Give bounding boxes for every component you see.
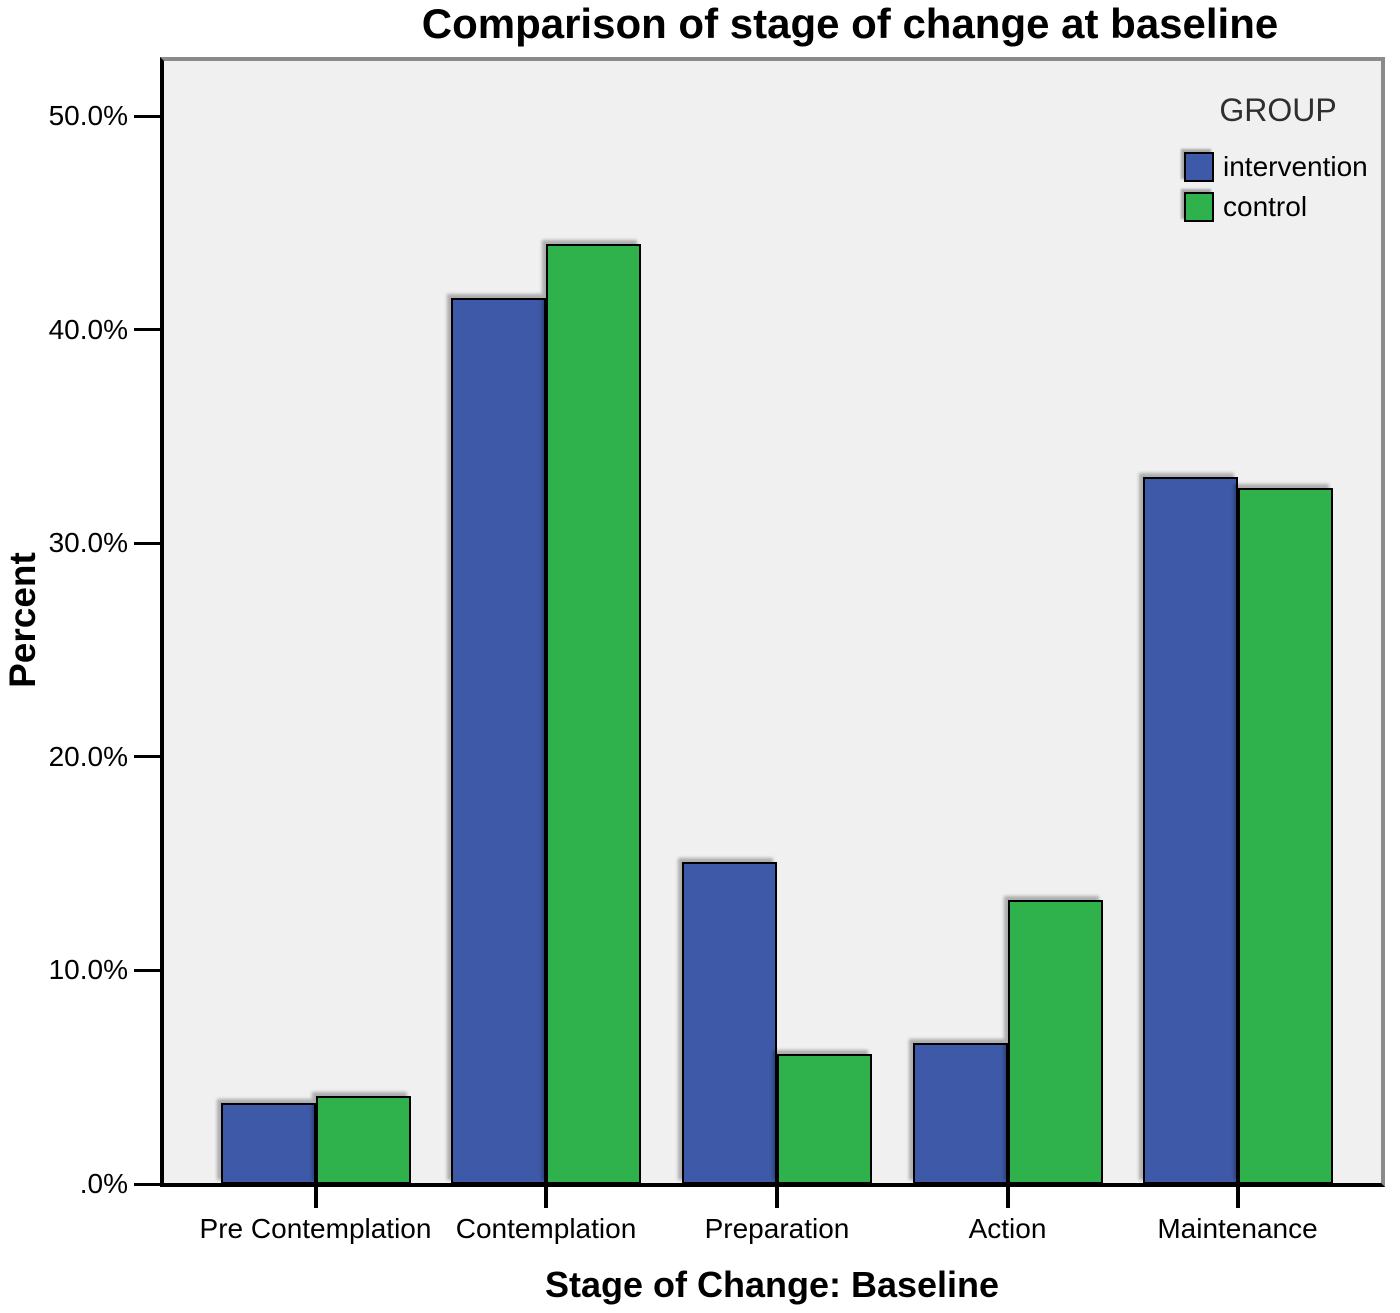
legend-title: GROUP [1219, 92, 1337, 128]
y-axis-tick [134, 1182, 160, 1186]
legend-label-control: control [1223, 191, 1308, 222]
x-axis-tick-label-action: Action [968, 1213, 1047, 1244]
bar-control-action [1007, 900, 1103, 1184]
x-axis-tick-label-maintenance: Maintenance [1157, 1213, 1318, 1244]
bar-intervention-contemplation [451, 298, 546, 1184]
y-axis-tick-label: .0% [79, 1168, 128, 1199]
x-axis-tick [544, 1184, 548, 1208]
bar-intervention-maintenance [1142, 477, 1238, 1184]
bar-intervention-preparation [682, 862, 777, 1184]
x-axis-title: Stage of Change: Baseline [544, 1264, 1000, 1305]
x-axis-tick [775, 1184, 779, 1208]
y-axis-title: Percent [2, 552, 43, 688]
bar-intervention-action [912, 1043, 1008, 1184]
bar-control-maintenance [1237, 488, 1333, 1184]
legend-item-control: control [1184, 191, 1378, 223]
bar-control-pre-contemplation [315, 1096, 411, 1184]
y-axis-tick [134, 328, 160, 332]
legend: GROUP intervention control [1178, 92, 1378, 231]
chart-title: Comparison of stage of change at baselin… [421, 0, 1279, 47]
x-axis-tick-label-contemplation: Contemplation [455, 1213, 637, 1244]
x-axis-tick [313, 1184, 318, 1208]
y-axis-tick [134, 968, 160, 972]
bar-control-contemplation [546, 244, 641, 1184]
y-axis-tick [134, 541, 160, 545]
y-axis-tick [134, 755, 160, 759]
legend-item-intervention: intervention [1184, 151, 1378, 183]
x-axis-tick-label-preparation: Preparation [704, 1213, 850, 1244]
legend-swatch-intervention-icon [1184, 152, 1214, 182]
y-axis-tick-label: 30.0% [48, 527, 128, 559]
y-axis-tick-label: 10.0% [48, 954, 128, 986]
bar-intervention-pre-contemplation [220, 1103, 316, 1184]
y-axis-tick-label: 40.0% [48, 313, 128, 345]
legend-swatch-control-icon [1184, 192, 1214, 222]
y-axis-tick-label: 20.0% [48, 740, 128, 772]
x-axis-tick [1005, 1184, 1010, 1208]
bar-control-preparation [777, 1054, 872, 1184]
legend-label-intervention: intervention [1223, 151, 1368, 182]
y-axis-tick [134, 114, 160, 118]
x-axis-tick-label-pre-contemplation: Pre Contemplation [199, 1213, 432, 1244]
x-axis-tick [1235, 1184, 1240, 1208]
y-axis-tick-label: 50.0% [48, 100, 128, 132]
